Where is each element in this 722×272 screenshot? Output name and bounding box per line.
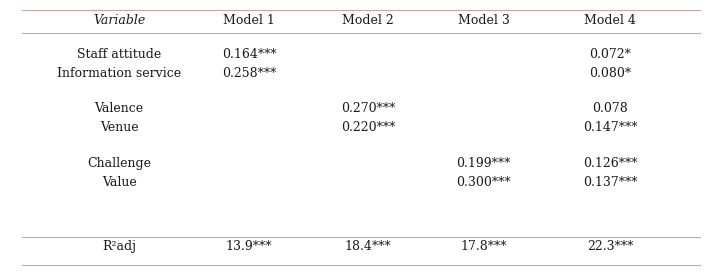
Text: Information service: Information service: [57, 67, 181, 80]
Text: 0.164***: 0.164***: [222, 48, 277, 61]
Text: 0.137***: 0.137***: [583, 176, 638, 189]
Text: 0.078: 0.078: [592, 102, 628, 115]
Text: 17.8***: 17.8***: [461, 240, 507, 254]
Text: 0.270***: 0.270***: [341, 102, 396, 115]
Text: 0.080*: 0.080*: [589, 67, 631, 80]
Text: Model 4: Model 4: [584, 14, 636, 27]
Text: 13.9***: 13.9***: [226, 240, 272, 254]
Text: Valence: Valence: [95, 102, 144, 115]
Text: Venue: Venue: [100, 121, 139, 134]
Text: 0.199***: 0.199***: [456, 157, 511, 170]
Text: Variable: Variable: [93, 14, 145, 27]
Text: 0.072*: 0.072*: [589, 48, 631, 61]
Text: Staff attitude: Staff attitude: [77, 48, 161, 61]
Text: 0.300***: 0.300***: [456, 176, 511, 189]
Text: Model 3: Model 3: [458, 14, 510, 27]
Text: 0.147***: 0.147***: [583, 121, 638, 134]
Text: 0.126***: 0.126***: [583, 157, 638, 170]
Text: Model 2: Model 2: [342, 14, 394, 27]
Text: Model 1: Model 1: [223, 14, 275, 27]
Text: 22.3***: 22.3***: [587, 240, 633, 254]
Text: Value: Value: [102, 176, 136, 189]
Text: 0.220***: 0.220***: [341, 121, 396, 134]
Text: 18.4***: 18.4***: [345, 240, 391, 254]
Text: R²adj: R²adj: [102, 240, 136, 254]
Text: 0.258***: 0.258***: [222, 67, 277, 80]
Text: Challenge: Challenge: [87, 157, 151, 170]
